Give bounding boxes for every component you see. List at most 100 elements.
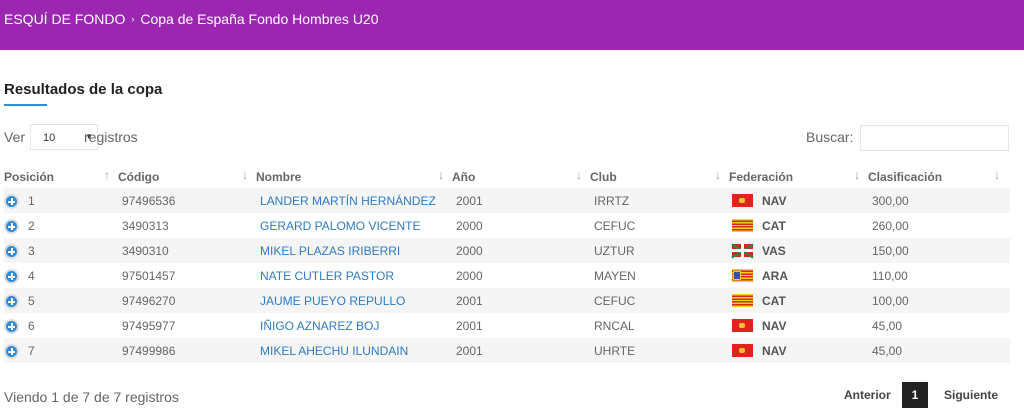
- previous-page-button[interactable]: Anterior: [844, 388, 891, 402]
- expand-row-icon[interactable]: [4, 244, 19, 259]
- section-title-underline: [4, 104, 47, 106]
- sort-arrow-icon: ↓: [242, 168, 248, 182]
- column-header-federacion[interactable]: Federación: [729, 170, 794, 184]
- cell-posicion: 7: [28, 344, 35, 358]
- page-length-value: 10: [43, 132, 56, 144]
- cell-anio: 2000: [456, 244, 483, 258]
- expand-row-icon[interactable]: [4, 319, 19, 334]
- cell-federacion: CAT: [762, 294, 786, 308]
- cell-club: UZTUR: [594, 244, 635, 258]
- column-header-codigo[interactable]: Código: [118, 170, 160, 184]
- expand-row-icon[interactable]: [4, 219, 19, 234]
- cell-codigo: 97496270: [122, 294, 176, 308]
- navarra-flag-icon: [732, 344, 753, 357]
- next-page-button[interactable]: Siguiente: [944, 388, 999, 402]
- expand-row-icon[interactable]: [4, 344, 19, 359]
- column-header-clasificacion[interactable]: Clasificación: [868, 170, 943, 184]
- cell-anio: 2000: [456, 219, 483, 233]
- page-length-select[interactable]: 10 ▼: [30, 124, 98, 150]
- cell-federacion: NAV: [762, 344, 787, 358]
- cell-posicion: 1: [28, 194, 35, 208]
- cell-federacion: VAS: [762, 244, 786, 258]
- cell-federacion: CAT: [762, 219, 786, 233]
- cell-club: IRRTZ: [594, 194, 630, 208]
- table-row: 3 3490310 MIKEL PLAZAS IRIBERRI 2000 UZT…: [4, 238, 1010, 263]
- cell-posicion: 2: [28, 219, 35, 233]
- expand-row-icon[interactable]: [4, 294, 19, 309]
- sort-arrow-icon: ↓: [854, 168, 860, 182]
- cell-club: CEFUC: [594, 219, 636, 233]
- search-label: Buscar:: [806, 129, 854, 145]
- athlete-name-link[interactable]: MIKEL AHECHU ILUNDAIN: [260, 344, 409, 358]
- athlete-name-link[interactable]: IÑIGO AZNAREZ BOJ: [260, 319, 380, 333]
- cell-clasificacion: 110,00: [872, 269, 908, 283]
- cell-club: RNCAL: [594, 319, 635, 333]
- cell-clasificacion: 100,00: [872, 294, 909, 308]
- column-header-posicion[interactable]: Posición: [4, 170, 55, 184]
- cell-clasificacion: 150,00: [872, 244, 909, 258]
- cell-club: MAYEN: [594, 269, 636, 283]
- breadcrumb: ESQUÍ DE FONDO › Copa de España Fondo Ho…: [4, 11, 379, 27]
- athlete-name-link[interactable]: GERARD PALOMO VICENTE: [260, 219, 421, 233]
- athlete-name-link[interactable]: MIKEL PLAZAS IRIBERRI: [260, 244, 401, 258]
- aragon-flag-icon: [732, 269, 753, 282]
- sort-arrow-icon: ↓: [438, 168, 444, 182]
- table-controls: Ver 10 ▼ registros Buscar:: [4, 124, 1014, 154]
- cell-federacion: NAV: [762, 194, 787, 208]
- table-row: 6 97495977 IÑIGO AZNAREZ BOJ 2001 RNCAL …: [4, 313, 1010, 338]
- cell-clasificacion: 300,00: [872, 194, 909, 208]
- cell-codigo: 97499986: [122, 344, 176, 358]
- table-row: 1 97496536 LANDER MARTÍN HERNÁNDEZ 2001 …: [4, 188, 1010, 213]
- cell-clasificacion: 260,00: [872, 219, 909, 233]
- athlete-name-link[interactable]: JAUME PUEYO REPULLO: [260, 294, 406, 308]
- breadcrumb-parent-link[interactable]: ESQUÍ DE FONDO: [4, 11, 126, 27]
- cell-clasificacion: 45,00: [872, 344, 903, 358]
- length-menu-suffix: registros: [84, 129, 138, 145]
- results-table: Posición ↑ Código ↓ Nombre ↓ Año ↓ Club …: [4, 166, 1010, 363]
- expand-row-icon[interactable]: [4, 269, 19, 284]
- chevron-down-icon: ▼: [85, 132, 93, 141]
- table-info: Viendo 1 de 7 de 7 registros: [4, 389, 179, 405]
- table-row: 2 3490313 GERARD PALOMO VICENTE 2000 CEF…: [4, 213, 1010, 238]
- cell-club: CEFUC: [594, 294, 636, 308]
- page-1-button[interactable]: 1: [902, 382, 928, 408]
- cell-codigo: 3490310: [122, 244, 169, 258]
- cell-codigo: 97501457: [122, 269, 176, 283]
- cell-codigo: 3490313: [122, 219, 169, 233]
- cell-codigo: 97496536: [122, 194, 176, 208]
- table-header: Posición ↑ Código ↓ Nombre ↓ Año ↓ Club …: [4, 166, 1010, 188]
- catalonia-flag-icon: [732, 219, 753, 232]
- table-row: 7 97499986 MIKEL AHECHU ILUNDAIN 2001 UH…: [4, 338, 1010, 363]
- cell-anio: 2001: [456, 194, 483, 208]
- catalonia-flag-icon: [732, 294, 753, 307]
- athlete-name-link[interactable]: NATE CUTLER PASTOR: [260, 269, 395, 283]
- cell-posicion: 6: [28, 319, 35, 333]
- athlete-name-link[interactable]: LANDER MARTÍN HERNÁNDEZ: [260, 194, 436, 208]
- breadcrumb-current: Copa de España Fondo Hombres U20: [140, 11, 379, 27]
- section-title: Resultados de la copa: [4, 81, 163, 98]
- top-bar: ESQUÍ DE FONDO › Copa de España Fondo Ho…: [0, 0, 1024, 50]
- column-header-nombre[interactable]: Nombre: [256, 170, 302, 184]
- sort-arrow-icon: ↓: [715, 168, 721, 182]
- column-header-club[interactable]: Club: [590, 170, 617, 184]
- search-input[interactable]: [860, 125, 1009, 151]
- cell-anio: 2001: [456, 344, 483, 358]
- cell-federacion: ARA: [762, 269, 788, 283]
- cell-clasificacion: 45,00: [872, 319, 903, 333]
- cell-anio: 2000: [456, 269, 483, 283]
- cell-posicion: 4: [28, 269, 35, 283]
- basque-flag-icon: [731, 243, 754, 258]
- cell-codigo: 97495977: [122, 319, 176, 333]
- sort-arrow-icon: ↓: [994, 168, 1000, 182]
- sort-arrow-icon: ↓: [576, 168, 582, 182]
- expand-row-icon[interactable]: [4, 194, 19, 209]
- table-row: 4 97501457 NATE CUTLER PASTOR 2000 MAYEN…: [4, 263, 1010, 288]
- navarra-flag-icon: [732, 319, 753, 332]
- column-header-anio[interactable]: Año: [452, 170, 476, 184]
- length-menu-prefix: Ver: [4, 129, 26, 145]
- breadcrumb-separator-icon: ›: [131, 14, 135, 24]
- navarra-flag-icon: [732, 194, 753, 207]
- cell-federacion: NAV: [762, 319, 787, 333]
- sort-arrow-icon: ↑: [104, 168, 110, 182]
- cell-posicion: 3: [28, 244, 35, 258]
